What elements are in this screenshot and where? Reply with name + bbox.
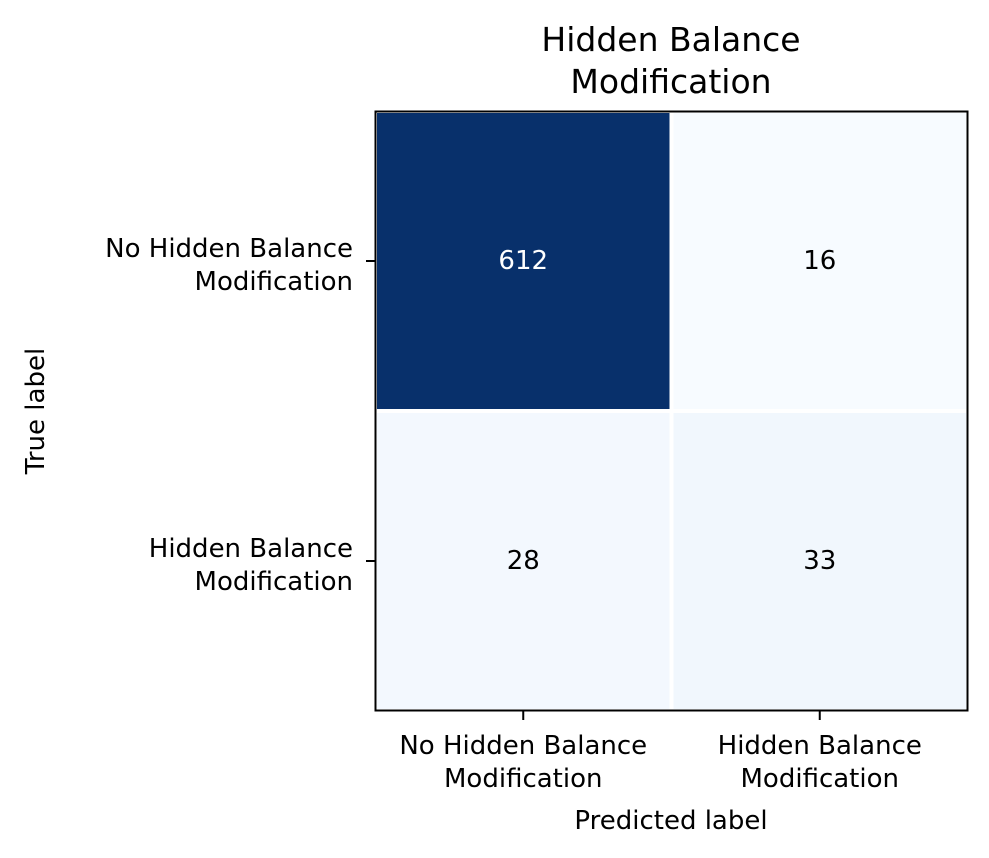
y-tick-label-1: Hidden Balance Modification [149, 534, 353, 597]
x-tick-label-1: Hidden Balance Modification [718, 731, 922, 794]
heatmap-cell-labels: 612 16 28 33 [498, 246, 836, 576]
x-axis-label: Predicted label [574, 806, 767, 836]
chart-title-line-1: Hidden Balance [541, 20, 800, 59]
heatmap-cell-value-r1-c1: 33 [803, 546, 836, 576]
heatmap-cell-r0-c0 [373, 109, 674, 413]
heatmap-cell-r0-c1 [669, 109, 970, 413]
chart-title-line-2: Modification [570, 62, 771, 101]
y-axis-label: True label [21, 348, 51, 475]
heatmap-cell-value-r0-c1: 16 [803, 246, 836, 276]
y-tick-label-0: No Hidden Balance Modification [105, 234, 353, 297]
heatmap-cells [373, 109, 970, 713]
x-tick-label-0: No Hidden Balance Modification [399, 731, 647, 794]
y-axis-ticks: No Hidden Balance Modification Hidden Bala… [105, 234, 375, 597]
x-axis-ticks: No Hidden Balance Modification Hidden Bala… [399, 711, 922, 794]
plot-frame [374, 110, 969, 712]
heatmap-cell-r1-c1 [669, 409, 970, 713]
heatmap-cell-r1-c0 [373, 409, 674, 713]
heatmap-cell-value-r1-c0: 28 [507, 546, 540, 576]
heatmap-cell-value-r0-c0: 612 [498, 246, 548, 276]
